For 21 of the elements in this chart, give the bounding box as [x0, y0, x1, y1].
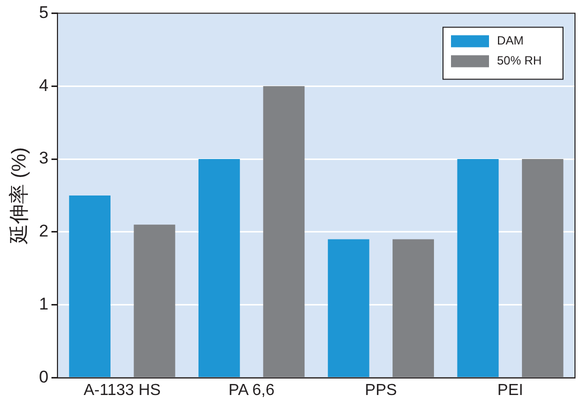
x-tick-label: PEI — [497, 382, 524, 399]
y-tick-label: 5 — [38, 2, 48, 22]
y-tick-label: 3 — [38, 148, 48, 168]
bar — [69, 196, 111, 378]
y-axis-title: 延伸率 (%) — [8, 147, 31, 245]
y-tick-label: 2 — [38, 222, 48, 241]
bar — [134, 224, 176, 378]
x-tick-label: A-1133 HS — [84, 382, 161, 399]
y-tick-label: 4 — [38, 76, 48, 95]
legend-label: DAM — [497, 34, 524, 48]
bar — [522, 159, 564, 378]
bar — [392, 239, 434, 378]
x-tick-label: PA 6,6 — [228, 382, 275, 399]
bar — [198, 159, 240, 378]
bar — [457, 159, 499, 378]
bar — [328, 239, 370, 378]
y-tick-label: 0 — [38, 367, 48, 386]
x-tick-label: PPS — [364, 382, 397, 399]
bar — [263, 86, 305, 378]
legend-label: 50% RH — [497, 54, 542, 68]
y-tick-label: 1 — [38, 294, 48, 314]
